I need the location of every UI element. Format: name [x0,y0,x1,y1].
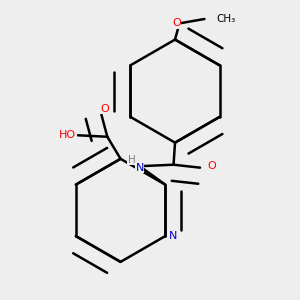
Text: HO: HO [59,130,76,140]
Text: H: H [128,155,135,165]
Text: N: N [136,163,144,173]
Text: N: N [169,231,178,241]
Text: O: O [207,161,216,171]
Text: CH₃: CH₃ [217,14,236,24]
Text: O: O [100,104,109,114]
Text: O: O [172,18,181,28]
